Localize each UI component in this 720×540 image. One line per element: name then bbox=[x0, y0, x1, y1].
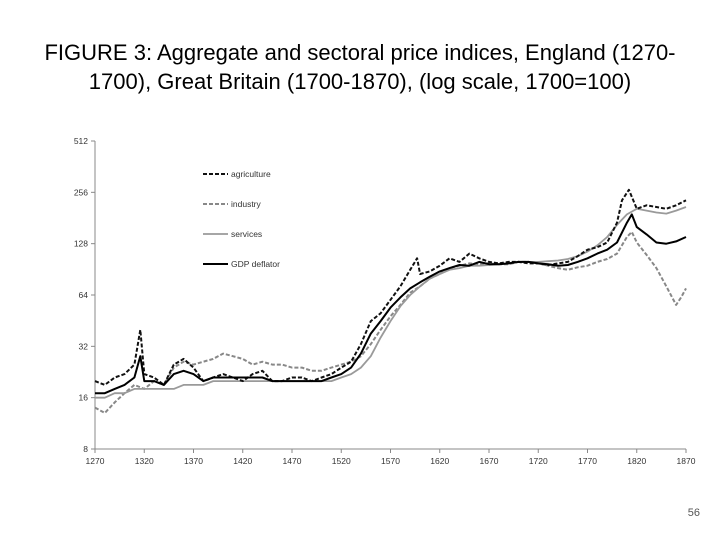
y-tick-label: 256 bbox=[74, 187, 88, 197]
y-tick-label: 128 bbox=[74, 239, 88, 249]
y-tick-label: 64 bbox=[79, 290, 89, 300]
legend-label: GDP deflator bbox=[231, 259, 280, 269]
chart-series-layer bbox=[94, 188, 687, 414]
x-tick-label: 1570 bbox=[381, 456, 400, 466]
x-tick-label: 1320 bbox=[135, 456, 154, 466]
x-tick-label: 1270 bbox=[86, 456, 105, 466]
x-tick-label: 1770 bbox=[578, 456, 597, 466]
y-tick-label: 32 bbox=[79, 341, 89, 351]
x-tick-label: 1420 bbox=[233, 456, 252, 466]
page-number: 56 bbox=[687, 507, 700, 519]
series-line-services bbox=[95, 206, 687, 399]
x-tick-label: 1370 bbox=[184, 456, 203, 466]
x-tick-label: 1670 bbox=[480, 456, 499, 466]
chart-axes: 8 16 32 64 128 256 512 1270 1320 1370 1420 1470 1520… bbox=[74, 136, 696, 466]
x-tick-label: 1820 bbox=[627, 456, 646, 466]
x-tick-label: 1870 bbox=[677, 456, 696, 466]
y-tick-label: 512 bbox=[74, 136, 88, 146]
x-tick-label: 1720 bbox=[529, 456, 548, 466]
page-title: FIGURE 3: Aggregate and sectoral price i… bbox=[44, 40, 676, 94]
x-tick-label: 1470 bbox=[283, 456, 302, 466]
y-tick-label: 16 bbox=[79, 393, 89, 403]
x-tick-label: 1520 bbox=[332, 456, 351, 466]
x-tick-label: 1620 bbox=[430, 456, 449, 466]
legend-label: services bbox=[231, 229, 262, 239]
legend-label: agriculture bbox=[231, 169, 271, 179]
series-line-agriculture bbox=[94, 188, 687, 386]
series-line-gdp-deflator bbox=[95, 213, 687, 395]
y-tick-label: 8 bbox=[83, 444, 88, 454]
chart-legend: agriculture industry services GDP deflator bbox=[203, 169, 280, 269]
legend-label: industry bbox=[231, 199, 262, 209]
